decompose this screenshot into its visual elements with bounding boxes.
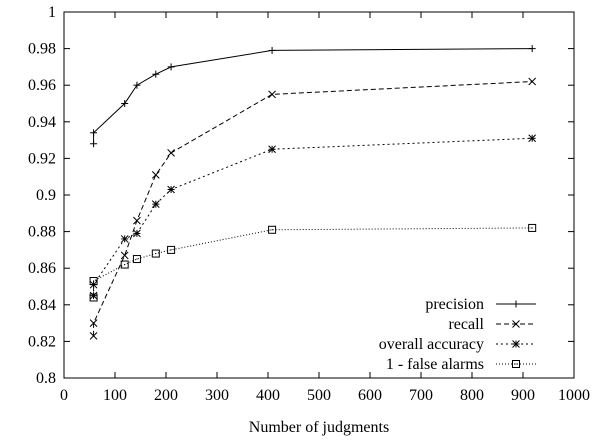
y-tick-label: 0.9 — [36, 187, 56, 204]
x-tick-label: 1000 — [558, 387, 590, 404]
x-tick-label: 300 — [205, 387, 229, 404]
data-point — [151, 171, 160, 179]
legend-item: precision — [425, 296, 536, 313]
data-point — [133, 229, 141, 238]
data-point — [152, 70, 160, 78]
legend-item: 1 - false alarms — [386, 356, 536, 373]
data-point — [151, 249, 160, 258]
data-point — [167, 185, 175, 194]
series-line — [93, 81, 533, 336]
data-point — [151, 200, 160, 209]
y-tick-label: 0.82 — [28, 333, 56, 350]
data-point — [268, 145, 276, 154]
y-tick-label: 0.88 — [28, 224, 56, 241]
data-point — [528, 223, 537, 232]
data-point — [120, 260, 129, 269]
data-point — [167, 149, 175, 157]
y-tick-label: 0.8 — [36, 370, 56, 387]
data-point — [89, 277, 98, 286]
data-point — [89, 293, 98, 302]
legend-item: overall accuracy — [379, 336, 536, 353]
y-tick-label: 0.92 — [28, 150, 56, 167]
data-point — [133, 81, 141, 89]
series-line — [93, 137, 533, 296]
legend-marker — [512, 360, 520, 368]
series-layer — [89, 45, 537, 340]
legend-label: 1 - false alarms — [386, 356, 484, 373]
data-point — [268, 225, 277, 234]
x-tick-label: 400 — [256, 387, 280, 404]
data-point — [120, 251, 129, 260]
data-point — [528, 77, 537, 86]
data-point — [120, 235, 129, 243]
data-point — [528, 134, 537, 143]
x-axis-label: Number of judgments — [249, 419, 389, 436]
y-tick-label: 0.86 — [28, 260, 56, 277]
legend-item: recall — [448, 316, 536, 333]
data-point — [89, 291, 98, 300]
data-point — [89, 319, 98, 327]
series-line — [93, 48, 533, 144]
data-point — [167, 63, 175, 71]
data-point — [528, 45, 536, 53]
legend: precision recall overall accuracy 1 - false… — [379, 296, 536, 373]
y-tick-label: 0.96 — [28, 77, 56, 94]
legend-label: precision — [425, 296, 484, 313]
data-point — [268, 90, 276, 99]
legend-marker — [512, 340, 520, 348]
y-tick-label: 0.94 — [28, 114, 56, 131]
data-point — [268, 46, 276, 54]
legend-marker — [512, 300, 520, 308]
data-point — [90, 140, 98, 148]
data-point — [121, 100, 129, 107]
y-tick-label: 1 — [48, 4, 56, 21]
y-tick-label: 0.84 — [28, 297, 56, 314]
x-tick-label: 100 — [103, 387, 127, 404]
data-point — [167, 245, 176, 254]
x-tick-label: 500 — [307, 387, 331, 404]
x-tick-label: 800 — [460, 387, 484, 404]
data-point — [133, 216, 141, 225]
x-tick-label: 900 — [511, 387, 535, 404]
legend-label: overall accuracy — [379, 336, 484, 353]
legend-label: recall — [448, 316, 484, 333]
series-1 — [89, 77, 537, 340]
axis-ticks: 0 100 200 300 400 500 600 700 800 900 1000 0.8 0.82 0… — [28, 4, 590, 404]
legend-marker — [512, 320, 520, 328]
x-tick-label: 700 — [409, 387, 433, 404]
data-point — [89, 332, 98, 340]
x-tick-label: 600 — [358, 387, 382, 404]
plot-frame — [63, 11, 575, 379]
data-point — [132, 255, 141, 264]
x-tick-label: 0 — [60, 387, 68, 404]
series-0 — [90, 45, 536, 148]
y-tick-label: 0.98 — [28, 41, 56, 58]
series-3 — [89, 223, 537, 302]
series-2 — [89, 134, 537, 300]
data-point — [90, 129, 98, 137]
x-tick-label: 200 — [154, 387, 178, 404]
series-line — [93, 227, 533, 298]
